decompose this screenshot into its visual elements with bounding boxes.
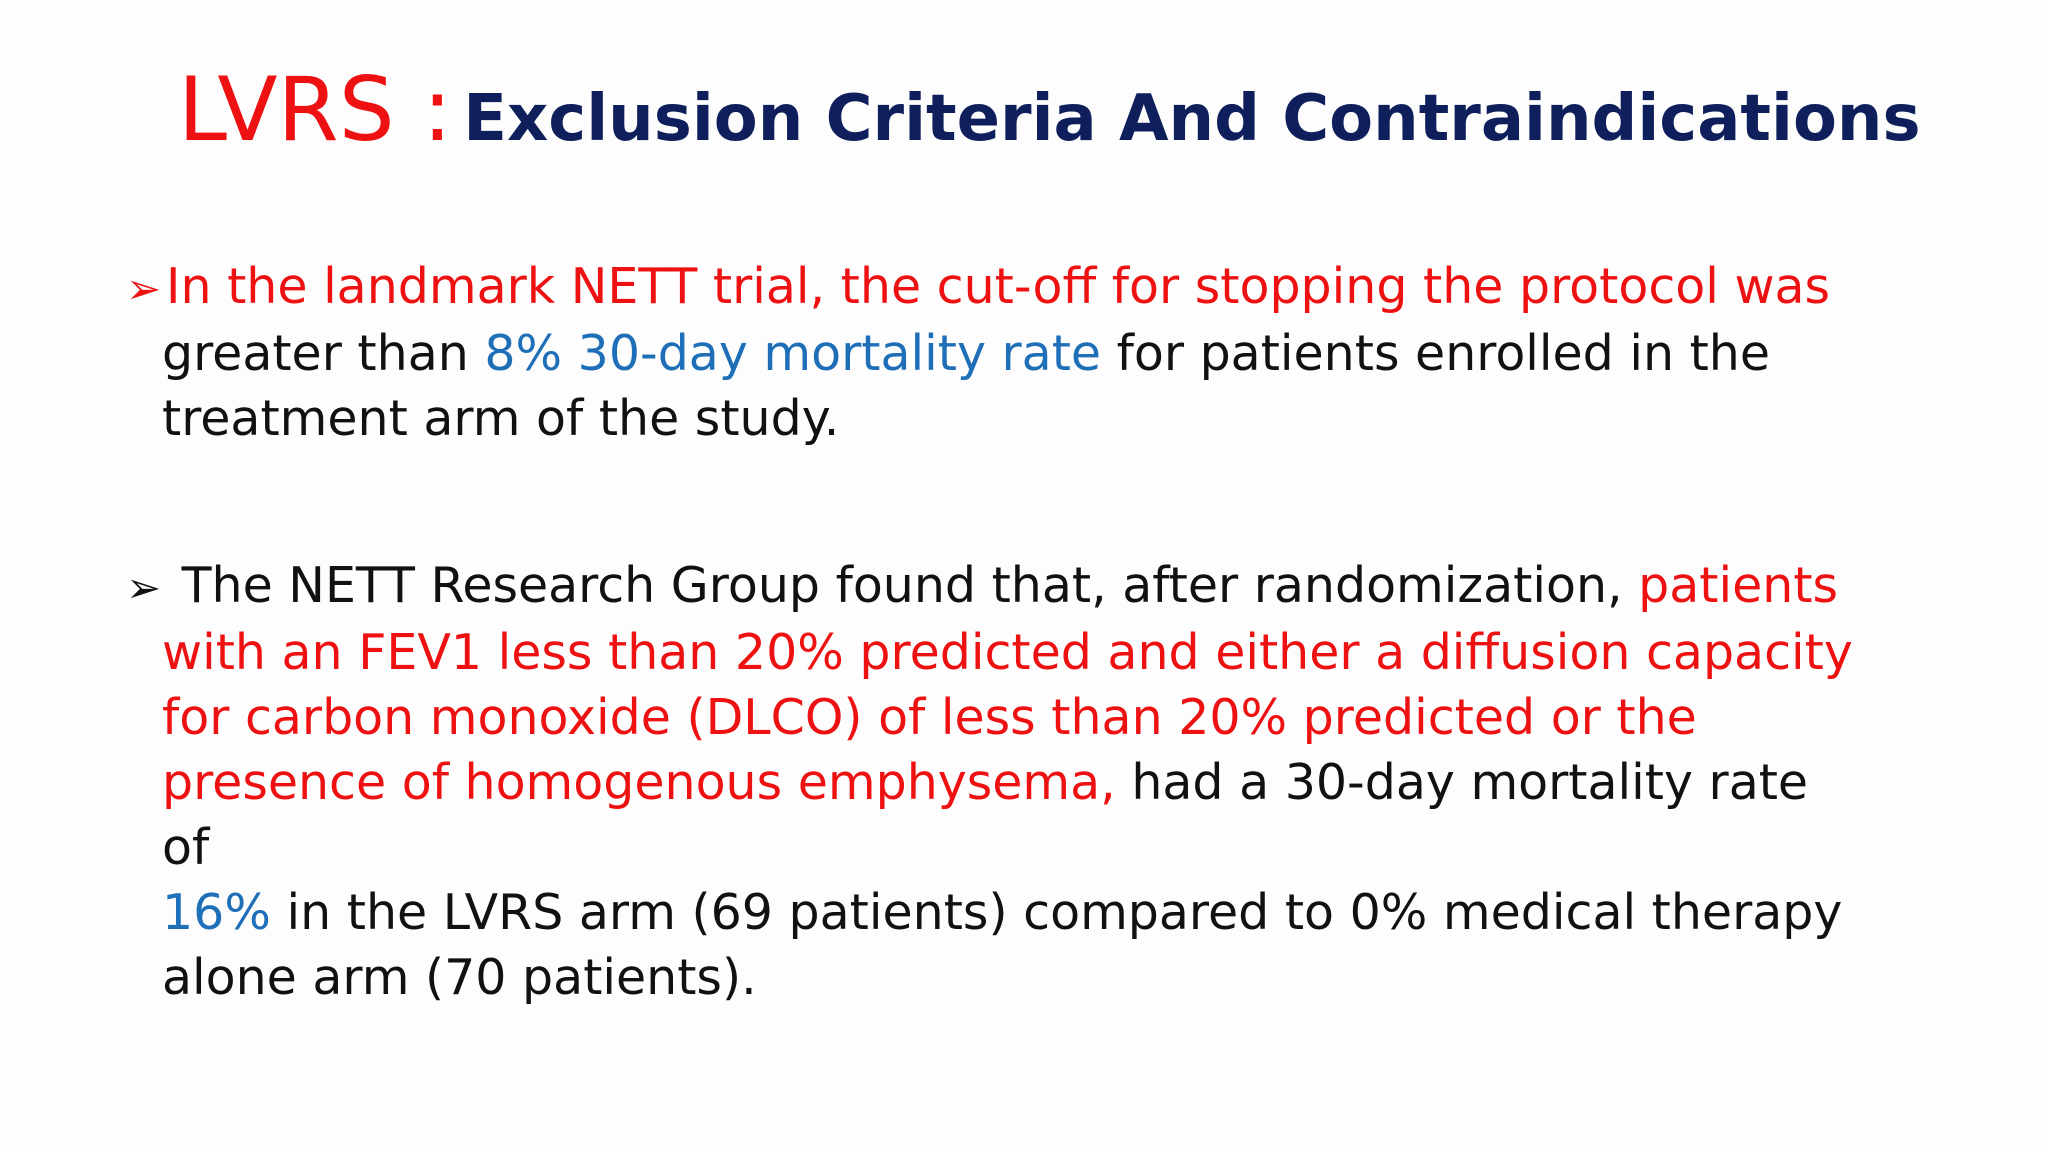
highlight-text: 16% bbox=[162, 884, 271, 941]
bullet-text: In the landmark NETT trial, the cut-off … bbox=[166, 258, 1831, 315]
highlight-text: patients bbox=[1638, 557, 1839, 614]
highlight-text: for carbon monoxide (DLCO) of less than … bbox=[162, 689, 1697, 746]
bullet-text: had a 30-day mortality rate of bbox=[162, 754, 1809, 876]
title-acronym: LVRS : bbox=[178, 58, 453, 161]
bullet-text: greater than bbox=[162, 325, 485, 382]
bullet-nett-research-group: ➢ The NETT Research Group found that, af… bbox=[126, 553, 1866, 1010]
title-subtitle: Exclusion Criteria And Contraindications bbox=[463, 82, 1921, 156]
bullet-text: treatment arm of the study. bbox=[162, 390, 840, 447]
arrow-bullet-icon: ➢ bbox=[126, 563, 162, 612]
highlight-text: 8% 30-day mortality rate bbox=[484, 325, 1102, 382]
bullet-text: alone arm (70 patients). bbox=[162, 949, 757, 1006]
highlight-text: with an FEV1 less than 20% predicted and… bbox=[162, 624, 1853, 681]
bullet-text: for patients enrolled in the bbox=[1101, 325, 1771, 382]
bullet-text: in the LVRS arm (69 patients) compared t… bbox=[270, 884, 1843, 941]
slide-title: LVRS : Exclusion Criteria And Contraindi… bbox=[178, 61, 1921, 159]
arrow-bullet-icon: ➢ bbox=[126, 264, 162, 313]
bullet-text: The NETT Research Group found that, afte… bbox=[166, 557, 1639, 614]
highlight-text: presence of homogenous emphysema, bbox=[162, 754, 1116, 811]
bullet-nett-cutoff: ➢In the landmark NETT trial, the cut-off… bbox=[126, 254, 1866, 451]
